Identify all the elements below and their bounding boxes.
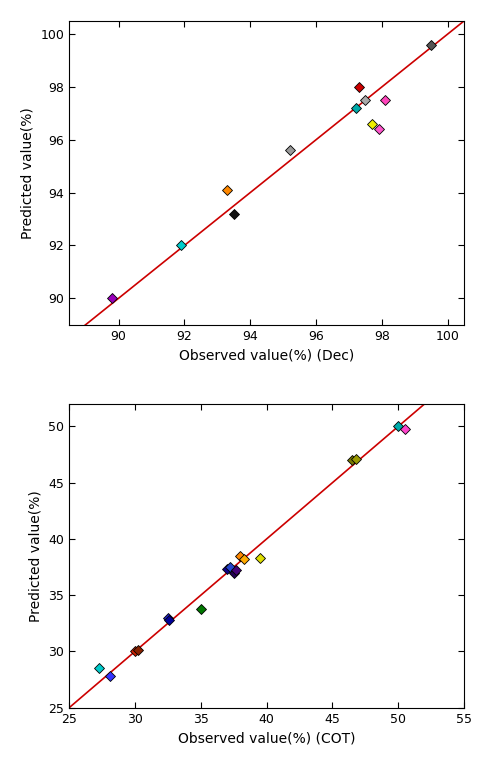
Y-axis label: Predicted value(%): Predicted value(%)	[29, 490, 43, 622]
Y-axis label: Predicted value(%): Predicted value(%)	[21, 107, 35, 239]
X-axis label: Observed value(%) (Dec): Observed value(%) (Dec)	[179, 349, 354, 362]
X-axis label: Observed value(%) (COT): Observed value(%) (COT)	[178, 732, 355, 745]
